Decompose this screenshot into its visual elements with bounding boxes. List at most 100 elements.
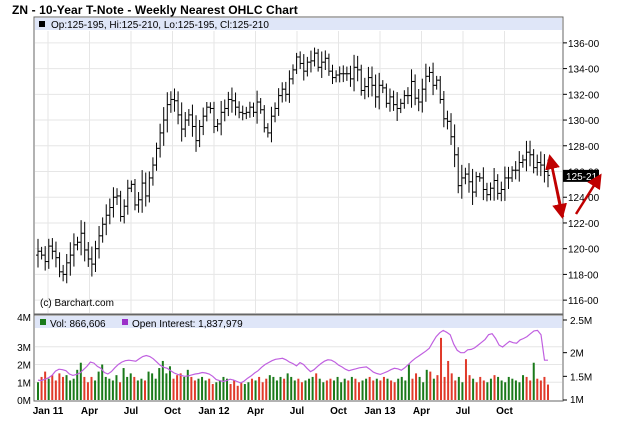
x-tick-label: Apr	[81, 406, 98, 417]
vol-legend-label: Vol: 866,606	[50, 319, 106, 330]
x-tick-label: Jan 13	[364, 406, 396, 417]
volume-bar	[72, 378, 75, 400]
x-tick-label: Oct	[330, 406, 347, 417]
volume-bar	[283, 378, 286, 400]
volume-tick-label: 2M	[17, 361, 31, 372]
oi-tick-label: 2M	[570, 349, 584, 360]
volume-bar	[40, 376, 43, 400]
arrow-lower	[574, 173, 602, 215]
volume-bar	[390, 380, 393, 400]
last-price-label: 125-21	[566, 172, 598, 183]
open-interest-path	[37, 329, 548, 384]
volume-bar	[211, 384, 214, 400]
volume-bar	[158, 368, 161, 400]
volume-bar	[293, 380, 296, 400]
volume-bar	[240, 382, 243, 400]
volume-bar	[58, 373, 61, 400]
volume-bar	[511, 378, 514, 400]
volume-bar	[208, 378, 211, 400]
volume-bar	[539, 380, 542, 400]
volume-bar	[400, 376, 403, 400]
volume-bar	[154, 378, 157, 400]
oi-tick-label: 1.5M	[570, 372, 592, 383]
volume-bar	[104, 376, 107, 400]
volume-bar	[472, 378, 475, 400]
volume-bar	[318, 378, 321, 400]
volume-bar	[354, 378, 357, 400]
price-tick-label: 122-00	[568, 219, 600, 230]
price-tick-label: 136-00	[568, 39, 600, 50]
volume-bar	[222, 376, 225, 400]
volume-bar	[393, 382, 396, 400]
volume-bar	[90, 376, 93, 400]
volume-bar	[500, 380, 503, 400]
volume-bar	[365, 378, 368, 400]
volume-bar	[143, 380, 146, 400]
volume-bar	[457, 376, 460, 400]
oi-legend-swatch	[122, 319, 128, 325]
open-interest-y-axis-right: 1M 1.5M 2M 2.5M	[563, 316, 592, 406]
price-tick-label: 120-00	[568, 245, 600, 256]
vol-legend-swatch	[40, 319, 46, 325]
x-tick-label: Oct	[164, 406, 181, 417]
volume-bar	[340, 382, 343, 400]
annotation-arrows	[545, 154, 602, 219]
volume-bar	[54, 380, 57, 400]
volume-bar	[86, 382, 89, 400]
volume-bar	[250, 378, 253, 400]
volume-bar	[247, 382, 250, 400]
volume-bar	[215, 382, 218, 400]
volume-bar	[272, 376, 275, 400]
volume-bar	[140, 378, 143, 400]
volume-bar	[497, 376, 500, 400]
volume-bar	[101, 364, 104, 400]
volume-bar	[261, 382, 264, 400]
volume-bar	[79, 362, 82, 400]
volume-bar	[454, 380, 457, 400]
volume-bar	[265, 378, 268, 400]
volume-bar	[300, 382, 303, 400]
price-plot-frame	[33, 16, 564, 315]
volume-bar	[507, 376, 510, 400]
price-tick-label: 132-00	[568, 90, 600, 101]
volume-bar	[161, 360, 164, 400]
volume-bar	[311, 376, 314, 400]
x-tick-label: Jan 12	[198, 406, 230, 417]
volume-bar	[97, 371, 100, 400]
price-tick-label: 134-00	[568, 65, 600, 76]
volume-bar	[108, 378, 111, 400]
volume-bar	[461, 382, 464, 400]
volume-bar	[543, 376, 546, 400]
volume-bar	[397, 378, 400, 400]
volume-bar	[201, 376, 204, 400]
volume-bar	[254, 380, 257, 400]
volume-bar	[186, 369, 189, 400]
volume-bar	[547, 384, 549, 400]
volume-bar	[536, 378, 539, 400]
ohlc-info: Op:125-195, Hi:125-210, Lo:125-195, Cl:1…	[51, 20, 269, 31]
volume-bar	[44, 371, 47, 400]
price-tick-label: 128-00	[568, 142, 600, 153]
volume-bar	[475, 382, 478, 400]
volume-bar	[136, 380, 139, 400]
volume-bar	[226, 378, 229, 400]
volume-y-axis-left: 0M 1M 2M 3M 4M	[17, 313, 31, 407]
volume-bar	[193, 380, 196, 400]
volume-bar	[115, 375, 118, 400]
price-tick-label: 118-00	[568, 270, 599, 281]
volume-bar	[290, 376, 293, 400]
volume-bar	[450, 373, 453, 400]
volume-bar	[179, 373, 182, 400]
volume-bar	[218, 380, 221, 400]
volume-bar	[382, 376, 385, 400]
x-tick-label: Jul	[456, 406, 471, 417]
copyright-note: (c) Barchart.com	[40, 298, 114, 309]
volume-bar	[522, 375, 525, 400]
volume-bar	[268, 375, 271, 400]
volume-bar	[126, 376, 129, 400]
volume-bar	[518, 382, 521, 400]
volume-info-bar	[35, 316, 562, 328]
arrow-middle	[548, 156, 567, 219]
volume-bar	[258, 376, 261, 400]
